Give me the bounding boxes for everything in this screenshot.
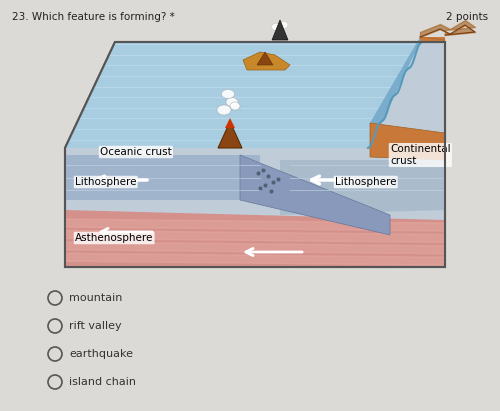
Ellipse shape <box>272 23 280 30</box>
Ellipse shape <box>222 90 234 99</box>
Text: Oceanic crust: Oceanic crust <box>100 147 172 157</box>
Polygon shape <box>370 123 445 160</box>
Polygon shape <box>272 20 288 40</box>
Polygon shape <box>240 155 390 235</box>
Polygon shape <box>243 52 290 70</box>
Ellipse shape <box>230 102 240 110</box>
Text: Continental
crust: Continental crust <box>390 144 450 166</box>
Polygon shape <box>225 118 235 128</box>
Ellipse shape <box>280 21 288 28</box>
Polygon shape <box>65 42 420 148</box>
Polygon shape <box>257 52 273 65</box>
Ellipse shape <box>275 28 285 36</box>
Text: Lithosphere: Lithosphere <box>75 177 136 187</box>
Text: mountain: mountain <box>69 293 122 303</box>
Text: 23. Which feature is forming? *: 23. Which feature is forming? * <box>12 12 175 22</box>
Polygon shape <box>218 126 242 148</box>
Ellipse shape <box>217 105 231 115</box>
Polygon shape <box>65 42 445 267</box>
Ellipse shape <box>226 97 238 106</box>
Text: Asthenosphere: Asthenosphere <box>75 233 154 243</box>
Polygon shape <box>65 155 260 200</box>
Text: island chain: island chain <box>69 377 136 387</box>
Text: Lithosphere: Lithosphere <box>335 177 396 187</box>
Text: earthquake: earthquake <box>69 349 133 359</box>
Polygon shape <box>370 37 420 148</box>
Text: rift valley: rift valley <box>69 321 122 331</box>
Polygon shape <box>420 37 445 42</box>
Polygon shape <box>65 210 445 267</box>
Text: 2 points: 2 points <box>446 12 488 22</box>
Polygon shape <box>280 160 445 215</box>
